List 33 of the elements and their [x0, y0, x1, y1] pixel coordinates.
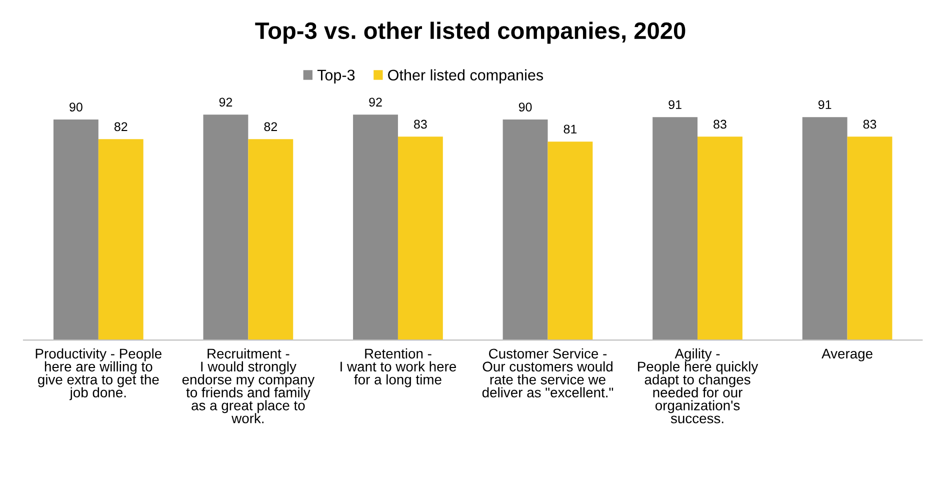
bar — [847, 136, 892, 340]
x-tick-label: Average — [822, 348, 872, 362]
bar — [502, 120, 548, 340]
x-tick-label: Retention - I want to work here for a long time — [340, 348, 456, 388]
data-label: 82 — [114, 122, 128, 132]
bar — [652, 117, 698, 340]
x-tick-label: Recruitment - I would strongly endorse my company to friends and family as a great place to work. — [182, 348, 315, 424]
bar — [53, 120, 98, 340]
data-label: 91 — [668, 100, 682, 110]
bar — [98, 139, 144, 340]
bar — [203, 114, 248, 340]
x-tick-label: Productivity - People here are willing to give extra to get the job done. — [36, 348, 162, 400]
data-label: 83 — [863, 120, 876, 129]
data-label: 90 — [518, 102, 532, 112]
bar — [248, 139, 294, 340]
data-label: 92 — [219, 98, 232, 107]
data-label: 82 — [264, 122, 277, 132]
legend-label: Other listed companies — [388, 69, 544, 84]
data-label: 92 — [369, 98, 382, 107]
bar — [548, 142, 593, 340]
chart-title: Top-3 vs. other listed companies, 2020 — [255, 22, 686, 44]
bar — [802, 117, 848, 340]
bar — [698, 136, 742, 340]
legend-label: Top-3 — [317, 70, 355, 84]
data-label: 83 — [714, 120, 726, 129]
x-tick-label: Agility - People here quickly adapt to changes needed for our organization's success. — [638, 348, 758, 424]
data-label: 90 — [70, 102, 82, 112]
data-label: 83 — [414, 120, 427, 129]
data-label: 91 — [818, 100, 832, 110]
bar — [398, 136, 443, 340]
data-label: 81 — [564, 124, 577, 134]
x-tick-label: Customer Service - Our customers would rate the service we deliver as "excellent." — [482, 348, 614, 398]
bar — [353, 114, 398, 340]
